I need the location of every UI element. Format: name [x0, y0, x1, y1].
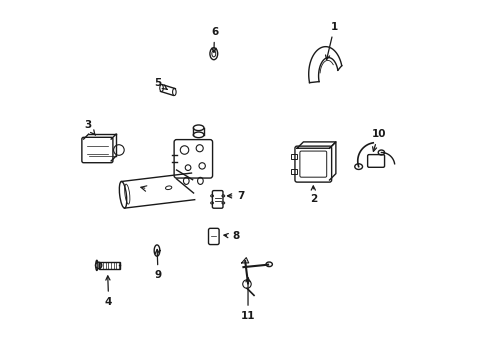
Text: 1: 1 [325, 22, 337, 59]
Text: 11: 11 [240, 278, 255, 321]
Bar [291, 154, 296, 159]
Text: 9: 9 [154, 249, 162, 280]
Text: 8: 8 [224, 231, 239, 242]
Text: 4: 4 [105, 276, 112, 307]
Text: 5: 5 [154, 78, 167, 89]
Text: 10: 10 [370, 129, 385, 151]
Text: 3: 3 [84, 120, 95, 135]
Text: 7: 7 [227, 191, 244, 201]
Bar [291, 170, 296, 174]
Text: 6: 6 [210, 27, 218, 52]
Bar [99, 262, 120, 269]
Text: 2: 2 [309, 186, 316, 204]
